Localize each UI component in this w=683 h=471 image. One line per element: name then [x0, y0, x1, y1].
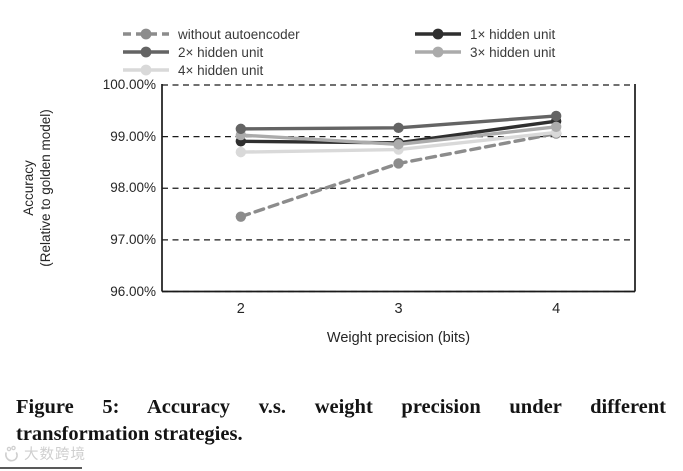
y-tick-label: 100.00% [102, 77, 156, 92]
legend-label: without autoencoder [178, 26, 300, 42]
figure-caption-line1: Figure 5: Accuracy v.s. weight precision… [16, 396, 666, 418]
y-tick-label: 97.00% [110, 231, 156, 247]
data-point-marker [393, 139, 404, 150]
data-point-marker [235, 146, 247, 158]
y-axis-title-line1: Accuracy [21, 160, 36, 216]
figure-caption: Figure 5: Accuracy v.s. weight precision… [16, 394, 666, 448]
watermark: 大数跨境 [3, 444, 86, 463]
legend-marker-icon [140, 28, 152, 40]
x-tick-label: 4 [552, 301, 561, 317]
legend-marker-icon [140, 64, 152, 76]
legend-item: 4× hidden unit [122, 62, 264, 78]
legend-key-icon [415, 46, 461, 58]
y-tick-label: 98.00% [110, 180, 156, 196]
data-point-marker [550, 110, 562, 122]
x-tick-label: 3 [394, 301, 403, 317]
line-chart-plot-area [161, 84, 636, 293]
legend-key-icon [123, 28, 169, 40]
legend-label: 2× hidden unit [178, 44, 264, 60]
data-point-marker [393, 158, 404, 169]
data-point-marker [550, 121, 562, 133]
legend-marker-icon [432, 28, 444, 40]
chart-legend: without autoencoder 2× hidden unit 4× hidd… [0, 0, 683, 80]
cropped-element-edge [0, 467, 82, 469]
x-axis-title: Weight precision (bits) [326, 330, 471, 346]
watermark-logo-icon [5, 445, 18, 461]
legend-item: 3× hidden unit [414, 44, 556, 60]
legend-marker-icon [432, 46, 444, 58]
y-tick-label: 96.00% [110, 283, 156, 299]
legend-label: 4× hidden unit [178, 62, 264, 78]
figure-caption-line2: transformation strategies. [16, 423, 243, 445]
data-point-marker [235, 211, 247, 222]
legend-item: 2× hidden unit [122, 44, 264, 60]
legend-key-icon [123, 64, 169, 76]
legend-item: without autoencoder [122, 26, 300, 42]
legend-label: 1× hidden unit [470, 26, 556, 42]
data-point-marker [235, 123, 247, 135]
data-point-marker [393, 122, 404, 134]
legend-item: 1× hidden unit [414, 26, 556, 42]
legend-label: 3× hidden unit [470, 44, 556, 60]
legend-key-icon [123, 46, 169, 58]
legend-marker-icon [140, 46, 152, 58]
x-tick-label: 2 [236, 301, 245, 317]
y-tick-label: 99.00% [110, 128, 156, 144]
y-axis-title-line2: (Relative to golden model) [38, 109, 53, 267]
legend-key-icon [415, 28, 461, 40]
watermark-text: 大数跨境 [24, 447, 86, 463]
